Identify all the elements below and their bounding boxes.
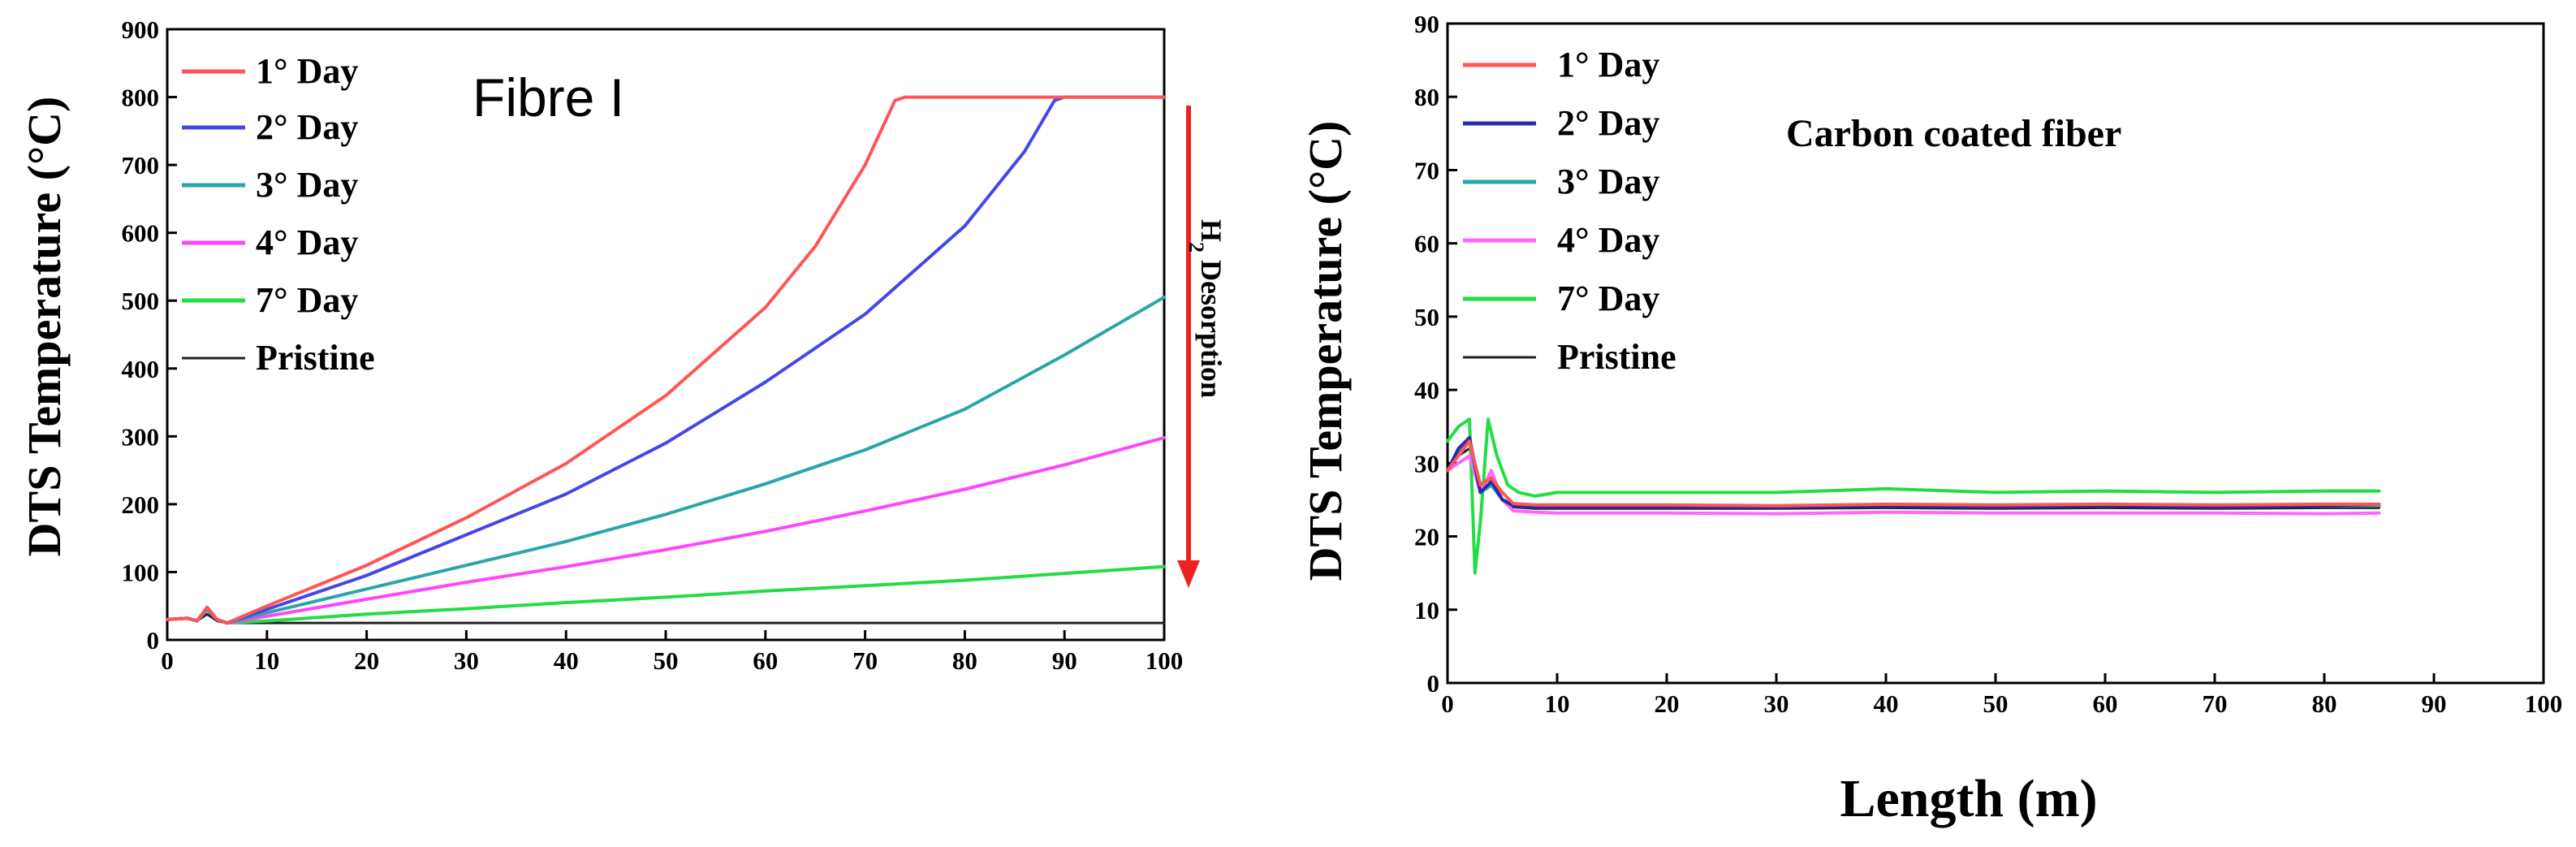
series-line-4-day bbox=[166, 436, 1166, 625]
x-tick-label: 60 bbox=[2093, 689, 2118, 718]
x-tick-label: 30 bbox=[454, 646, 479, 675]
y-tick-label: 700 bbox=[122, 151, 160, 179]
legend-item: Pristine bbox=[1463, 337, 1676, 377]
legend-label: 3° Day bbox=[256, 165, 358, 205]
x-tick-label: 10 bbox=[254, 646, 279, 675]
legend-label: 7° Day bbox=[1557, 279, 1659, 318]
legend-label: 2° Day bbox=[256, 107, 358, 147]
series-line-1-day bbox=[166, 95, 1166, 625]
x-tick-label: 40 bbox=[1874, 689, 1899, 718]
y-tick-label: 90 bbox=[1414, 10, 1439, 38]
legend-item: 7° Day bbox=[182, 280, 358, 320]
annotation-carbon-coated-fiber: Carbon coated fiber bbox=[1786, 112, 2121, 155]
y-tick-label: 50 bbox=[1414, 303, 1439, 331]
y-tick-label: 500 bbox=[122, 287, 160, 315]
x-tick-label: 90 bbox=[2422, 689, 2447, 718]
legend-label: 3° Day bbox=[1557, 162, 1659, 201]
x-tick-label: 90 bbox=[1052, 646, 1077, 675]
x-tick-label: 10 bbox=[1545, 689, 1570, 718]
x-tick-label: 20 bbox=[354, 646, 379, 675]
series-line-1-day bbox=[1446, 439, 2381, 508]
legend-label: Pristine bbox=[256, 338, 375, 378]
y-tick-label: 600 bbox=[122, 219, 160, 248]
legend-left: 1° Day 2° Day 3° Day 4° Day 7° Day Prist… bbox=[182, 51, 375, 378]
x-tick-label: 70 bbox=[2203, 689, 2228, 718]
x-tick-label: 30 bbox=[1764, 689, 1789, 718]
y-tick-label: 400 bbox=[122, 355, 160, 383]
legend-item: 4° Day bbox=[1463, 220, 1659, 260]
legend-label: 4° Day bbox=[256, 223, 358, 262]
y-tick-label: 70 bbox=[1414, 156, 1439, 184]
annotation-fibre-i: Fibre I bbox=[472, 67, 624, 127]
legend-label: Pristine bbox=[1557, 337, 1676, 377]
y-tick-label: 0 bbox=[1427, 669, 1440, 698]
y-tick-label: 300 bbox=[122, 422, 160, 451]
series-line-7-day bbox=[166, 564, 1166, 625]
y-tick-label: 10 bbox=[1414, 596, 1439, 624]
y-tick-label: 900 bbox=[122, 15, 160, 44]
x-tick-label: 40 bbox=[554, 646, 579, 675]
y-tick-label: 20 bbox=[1414, 523, 1439, 551]
y-tick-label: 100 bbox=[122, 558, 160, 586]
series-line-3-day bbox=[1446, 439, 2381, 508]
series-line-pristine bbox=[1446, 447, 2380, 510]
legend-right: 1° Day 2° Day 3° Day 4° Day 7° Day Prist… bbox=[1463, 45, 1676, 377]
x-tick-label: 60 bbox=[753, 646, 778, 675]
x-tick-label: 100 bbox=[2525, 689, 2563, 718]
legend-item: 3° Day bbox=[182, 165, 358, 205]
chart-left: DTS Temperature (°C) 0 10 20 30 40 50 60 70 80 90… bbox=[18, 15, 1228, 675]
x-tick-label: 80 bbox=[2312, 689, 2337, 718]
legend-item: 1° Day bbox=[182, 51, 358, 91]
series-line-2-day bbox=[1446, 435, 2381, 509]
y-tick-label: 0 bbox=[147, 626, 160, 655]
x-axis-label-right: Length (m) bbox=[1840, 769, 2097, 828]
legend-label: 1° Day bbox=[1557, 45, 1659, 84]
y-axis-label-right: DTS Temperature (°C) bbox=[1299, 121, 1352, 581]
x-tick-label: 100 bbox=[1146, 646, 1184, 675]
legend-label: 1° Day bbox=[256, 51, 358, 91]
x-tick-label: 80 bbox=[952, 646, 977, 675]
y-tick-label: 60 bbox=[1414, 230, 1439, 258]
legend-label: 4° Day bbox=[1557, 220, 1659, 260]
y-tick-label: 80 bbox=[1414, 83, 1439, 111]
legend-item: 3° Day bbox=[1463, 162, 1659, 201]
legend-item: 2° Day bbox=[1463, 103, 1659, 143]
chart-right: DTS Temperature (°C) Length (m) 0 10 20 30 4… bbox=[1299, 10, 2562, 828]
legend-item: 1° Day bbox=[1463, 45, 1659, 84]
legend-item: Pristine bbox=[182, 338, 375, 378]
series-group-right bbox=[1446, 417, 2381, 575]
axis-ticks-right: 0 10 20 30 40 50 60 70 80 90 100 0 10 20 30 40 50 60 70 80 9… bbox=[1414, 10, 2562, 718]
y-tick-label: 200 bbox=[122, 490, 160, 519]
legend-item: 4° Day bbox=[182, 223, 358, 262]
x-tick-label: 70 bbox=[852, 646, 878, 675]
x-tick-label: 50 bbox=[654, 646, 679, 675]
x-tick-label: 50 bbox=[1983, 689, 2009, 718]
desorption-label: H2 Desorption bbox=[1185, 219, 1228, 398]
y-tick-label: 40 bbox=[1414, 376, 1439, 404]
legend-label: 2° Day bbox=[1557, 103, 1659, 143]
axis-ticks-left: 0 10 20 30 40 50 60 70 80 90 100 0 100 200 300 400 500 60… bbox=[122, 15, 1184, 675]
series-group-left bbox=[166, 95, 1166, 625]
legend-label: 7° Day bbox=[256, 280, 358, 320]
arrow-head bbox=[1177, 560, 1200, 588]
series-line-7-day bbox=[1446, 417, 2381, 575]
legend-item: 2° Day bbox=[182, 107, 358, 147]
desorption-arrow: H2 Desorption bbox=[1177, 106, 1228, 588]
x-tick-label: 0 bbox=[1441, 689, 1454, 718]
x-tick-label: 20 bbox=[1655, 689, 1680, 718]
x-tick-label: 0 bbox=[161, 646, 174, 675]
y-axis-label-left: DTS Temperature (°C) bbox=[18, 97, 71, 557]
y-tick-label: 800 bbox=[122, 84, 160, 112]
y-tick-label: 30 bbox=[1414, 449, 1439, 478]
legend-item: 7° Day bbox=[1463, 279, 1659, 318]
